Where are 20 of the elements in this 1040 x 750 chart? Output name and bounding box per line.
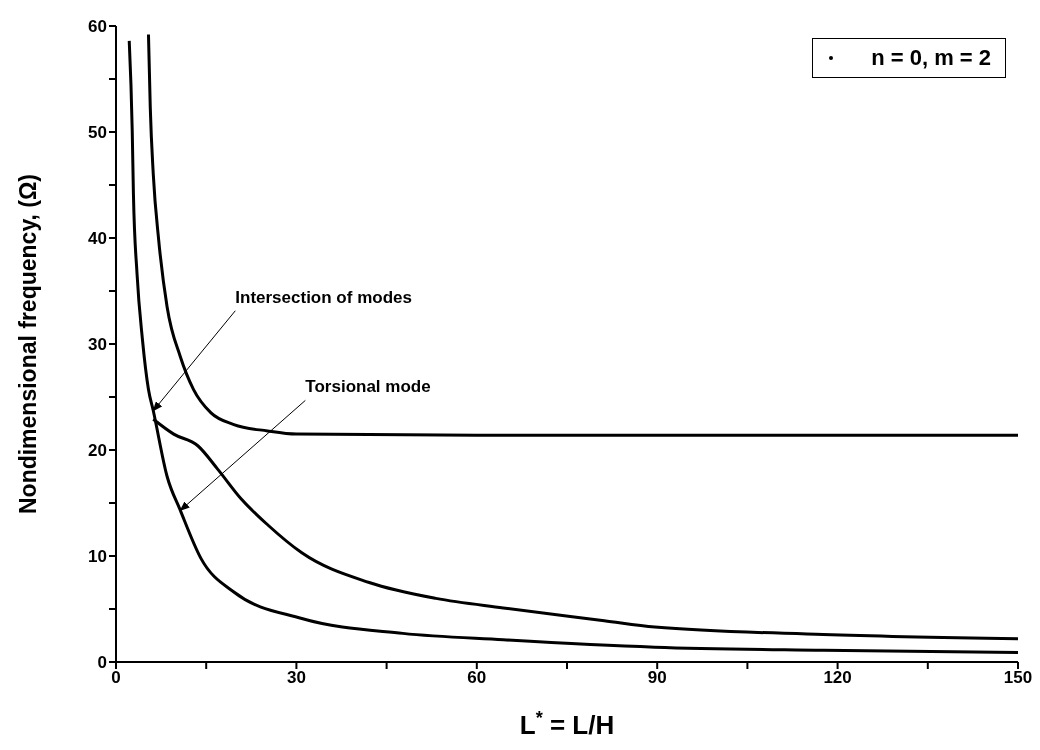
line-series: [146, 32, 1018, 437]
x-tick-label: 120: [823, 668, 852, 688]
x-tick-label: 90: [647, 668, 667, 688]
text: n = 0, m = 2: [871, 45, 991, 71]
x-tick-label: 60: [467, 668, 487, 688]
y-tick-label: 20: [88, 441, 107, 461]
y-tick-label: 30: [88, 335, 107, 355]
x-tick-label: 150: [1003, 668, 1033, 688]
annotation: Intersection of modes: [235, 287, 412, 307]
y-tick-label: 60: [88, 17, 107, 37]
line-series: [127, 39, 1018, 654]
y-tick-label: 10: [88, 547, 107, 567]
y-tick-label: 50: [88, 123, 107, 143]
y-tick-label: 0: [97, 653, 107, 673]
y-axis-title: Nondimensional frequency, (Ω): [15, 173, 41, 515]
y-tick-label: 40: [88, 229, 107, 249]
annotation: Torsional mode: [305, 377, 431, 397]
x-tick-label: 30: [286, 668, 306, 688]
x-tick-label: 0: [111, 668, 121, 688]
x-axis-title: L$^{*}$ = L/H: [519, 708, 615, 740]
